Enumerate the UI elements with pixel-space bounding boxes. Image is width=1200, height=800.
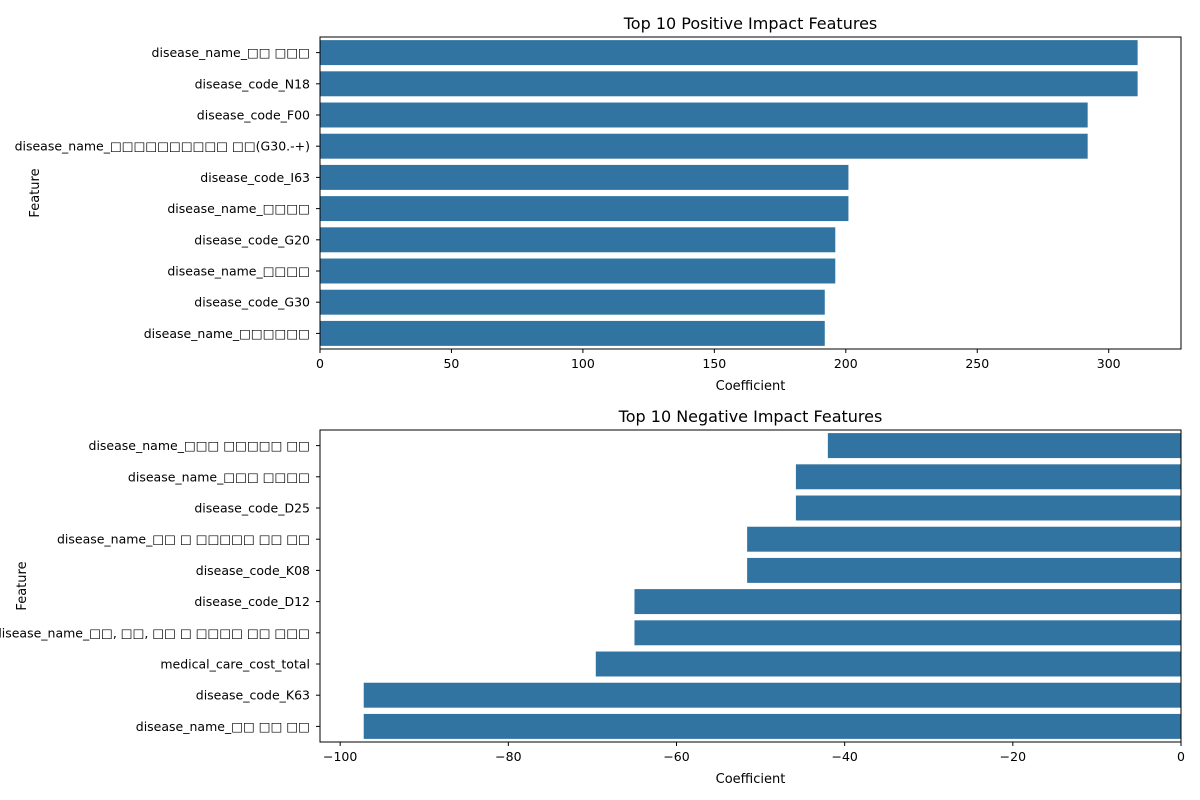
bar-negative-2 bbox=[795, 495, 1181, 521]
ytick-label-negative-1: disease_name_□□□ □□□□ bbox=[128, 469, 310, 484]
xtick-label-negative-0: −100 bbox=[323, 749, 357, 764]
bar-positive-0 bbox=[320, 40, 1138, 66]
ytick-label-positive-1: disease_code_N18 bbox=[195, 76, 310, 91]
ytick-label-positive-8: disease_code_G30 bbox=[194, 295, 310, 310]
y-axis-label-positive: Feature bbox=[28, 168, 43, 217]
bar-positive-3 bbox=[320, 133, 1088, 159]
xtick-label-negative-2: −60 bbox=[663, 749, 689, 764]
ytick-label-positive-9: disease_name_□□□□□□ bbox=[144, 326, 310, 341]
bar-negative-5 bbox=[634, 589, 1181, 615]
ytick-label-negative-7: medical_care_cost_total bbox=[160, 657, 310, 672]
bar-negative-1 bbox=[795, 464, 1181, 490]
xtick-label-negative-5: 0 bbox=[1177, 749, 1185, 764]
ytick-label-positive-0: disease_name_□□ □□□ bbox=[152, 45, 310, 60]
ytick-label-negative-3: disease_name_□□ □ □□□□□ □□ □□ bbox=[57, 532, 310, 547]
ytick-label-positive-6: disease_code_G20 bbox=[194, 232, 310, 247]
bar-positive-6 bbox=[320, 227, 836, 253]
xtick-label-positive-1: 50 bbox=[443, 356, 459, 371]
ytick-label-negative-8: disease_code_K63 bbox=[196, 688, 310, 703]
bar-negative-8 bbox=[363, 682, 1181, 708]
ytick-label-negative-6: disease_name_□□, □□, □□ □ □□□□ □□ □□□ bbox=[0, 625, 310, 640]
bar-negative-9 bbox=[363, 713, 1181, 739]
bar-positive-5 bbox=[320, 196, 849, 222]
bar-negative-7 bbox=[595, 651, 1181, 677]
bar-positive-4 bbox=[320, 164, 849, 190]
xtick-label-negative-3: −40 bbox=[831, 749, 857, 764]
xtick-label-positive-6: 300 bbox=[1097, 356, 1121, 371]
xtick-label-negative-1: −80 bbox=[495, 749, 521, 764]
xtick-label-negative-4: −20 bbox=[1000, 749, 1026, 764]
ytick-label-negative-2: disease_code_D25 bbox=[194, 501, 310, 516]
bar-negative-6 bbox=[634, 620, 1181, 646]
xtick-label-positive-2: 100 bbox=[571, 356, 595, 371]
ytick-label-negative-0: disease_name_□□□ □□□□□ □□ bbox=[89, 438, 310, 453]
bar-positive-7 bbox=[320, 258, 836, 284]
bar-positive-8 bbox=[320, 289, 825, 315]
chart-title-negative: Top 10 Negative Impact Features bbox=[618, 407, 883, 426]
bar-positive-2 bbox=[320, 102, 1088, 128]
ytick-label-positive-2: disease_code_F00 bbox=[197, 108, 310, 123]
bar-negative-4 bbox=[747, 557, 1181, 583]
bar-positive-1 bbox=[320, 71, 1138, 97]
bar-positive-9 bbox=[320, 320, 825, 346]
ytick-label-positive-4: disease_code_I63 bbox=[200, 170, 310, 185]
x-axis-label-positive: Coefficient bbox=[716, 379, 786, 394]
xtick-label-positive-0: 0 bbox=[316, 356, 324, 371]
xtick-label-positive-3: 150 bbox=[702, 356, 726, 371]
chart-title-positive: Top 10 Positive Impact Features bbox=[623, 14, 878, 33]
ytick-label-positive-7: disease_name_□□□□ bbox=[167, 264, 310, 279]
ytick-label-positive-3: disease_name_□□□□□□□□□□ □□(G30.-+) bbox=[15, 139, 310, 154]
xtick-label-positive-5: 250 bbox=[965, 356, 989, 371]
ytick-label-negative-5: disease_code_D12 bbox=[194, 594, 310, 609]
ytick-label-negative-4: disease_code_K08 bbox=[196, 563, 310, 578]
y-axis-label-negative: Feature bbox=[15, 561, 30, 610]
ytick-label-negative-9: disease_name_□□ □□ □□ bbox=[136, 719, 310, 734]
bar-negative-0 bbox=[827, 433, 1181, 459]
ytick-label-positive-5: disease_name_□□□□ bbox=[167, 201, 310, 216]
bar-negative-3 bbox=[747, 526, 1181, 552]
plot-frame-positive bbox=[319, 36, 1182, 350]
x-axis-label-negative: Coefficient bbox=[716, 772, 786, 787]
xtick-label-positive-4: 200 bbox=[834, 356, 858, 371]
plot-frame-negative bbox=[319, 429, 1182, 743]
